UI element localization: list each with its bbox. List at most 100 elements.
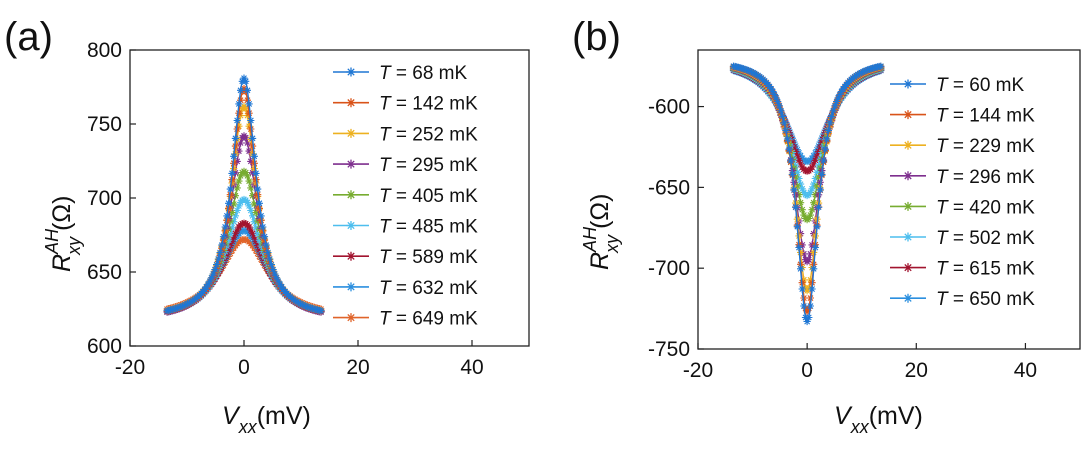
legend-entry: T = 60 mK (890, 75, 1025, 96)
legend-label: T = 144 mK (936, 106, 1035, 127)
data-point (810, 199, 818, 207)
data-point (816, 186, 824, 194)
data-point (260, 233, 269, 241)
y-tick-label: -600 (648, 96, 690, 119)
panel-label-a: (a) (4, 15, 53, 59)
data-point (249, 212, 257, 220)
data-point (252, 237, 260, 245)
x-axis-title: Vxx(mV) (222, 402, 311, 437)
data-point (255, 199, 263, 207)
data-point (267, 261, 275, 269)
legend-label: T = 589 mK (379, 247, 478, 268)
data-point (295, 299, 303, 307)
data-point (747, 68, 756, 76)
data-point (821, 145, 829, 153)
data-point (262, 241, 270, 249)
legend-entry: T = 142 mK (333, 94, 478, 115)
data-point (178, 302, 186, 310)
data-point (811, 156, 819, 164)
data-point (806, 188, 814, 196)
legend-label: T = 60 mK (936, 75, 1025, 96)
series-line (733, 68, 881, 197)
data-point (228, 209, 236, 217)
data-point (269, 266, 277, 274)
y-tick-label: 800 (87, 39, 122, 62)
data-point (211, 266, 219, 274)
data-point (800, 250, 808, 258)
data-point (245, 100, 253, 108)
data-point (219, 258, 228, 266)
data-point (769, 87, 777, 96)
series-485-mK (163, 195, 325, 316)
x-tick-label: 40 (1014, 359, 1037, 382)
x-tick-label: 20 (905, 359, 928, 382)
data-point (231, 142, 239, 150)
data-point (806, 276, 814, 284)
x-tick-labels: -20 0 20 40 (683, 343, 1037, 382)
data-point (233, 206, 241, 215)
data-point (175, 303, 183, 311)
data-point (235, 177, 243, 185)
y-axis-title-sub: xy (602, 234, 622, 254)
legend-label: T = 502 mK (936, 228, 1035, 249)
data-point (271, 270, 279, 278)
data-point (242, 168, 250, 177)
data-point (242, 236, 250, 244)
y-tick-label: -700 (648, 257, 690, 280)
data-point (797, 199, 805, 207)
data-point (815, 173, 823, 181)
data-point (225, 225, 233, 233)
data-point (774, 97, 782, 106)
data-point (775, 102, 783, 110)
data-point (795, 232, 803, 240)
data-point (857, 69, 865, 77)
data-point (247, 206, 255, 215)
legend-entry: T = 502 mK (890, 228, 1035, 249)
legend-swatch-marker (346, 282, 356, 292)
data-point (209, 270, 217, 278)
legend-label: T = 632 mK (379, 278, 478, 299)
data-point (226, 230, 234, 238)
x-axis-title-unit: (mV) (257, 402, 311, 430)
data-point (202, 283, 210, 291)
panel-label-b: (b) (572, 15, 621, 59)
x-axis-title-sub: xx (850, 417, 870, 437)
legend-entry: T = 252 mK (333, 124, 478, 145)
data-point (792, 173, 800, 181)
data-point (250, 233, 258, 241)
legend-label: T = 405 mK (379, 186, 478, 207)
legend-swatch-marker (903, 140, 913, 150)
data-point (810, 160, 818, 168)
data-point (831, 102, 839, 110)
data-point (226, 185, 234, 193)
data-point (808, 163, 816, 171)
data-point (777, 107, 785, 115)
legend-swatch-marker (903, 171, 913, 181)
data-point (259, 223, 267, 231)
data-point (298, 301, 306, 309)
y-tick-label: 600 (87, 335, 122, 358)
data-point (823, 135, 831, 143)
x-axis-title-main: V (222, 402, 241, 430)
data-point (214, 255, 222, 263)
data-point (811, 243, 819, 252)
data-point (795, 156, 803, 164)
legend-label: T = 650 mK (936, 289, 1035, 310)
legend-entry: T = 420 mK (890, 197, 1035, 218)
data-point (296, 300, 304, 308)
data-point (245, 122, 253, 130)
data-point (249, 142, 257, 150)
x-tick-label: 0 (238, 356, 250, 379)
data-point (834, 94, 842, 102)
data-point (811, 149, 819, 157)
legend-entry: T = 615 mK (890, 259, 1035, 280)
legend-entry: T = 295 mK (333, 155, 478, 176)
data-point (252, 224, 260, 232)
data-point (815, 203, 823, 211)
data-point (795, 243, 803, 252)
data-point (797, 248, 805, 256)
legend-swatch-marker (903, 201, 913, 211)
data-point (790, 143, 798, 151)
legend-swatch-marker (346, 221, 356, 230)
